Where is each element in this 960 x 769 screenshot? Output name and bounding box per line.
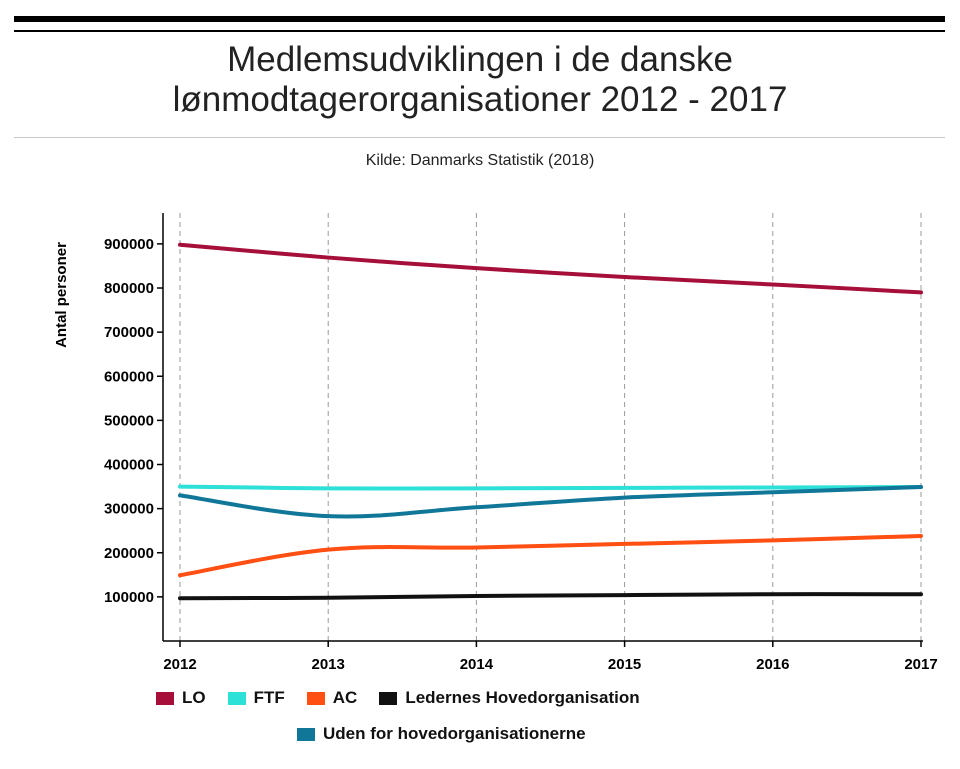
legend-swatch-ac <box>306 691 325 705</box>
header-rule-thin <box>14 30 945 32</box>
y-tick-label-500000: 500000 <box>104 412 154 429</box>
chart-title-line1: Medlemsudviklingen i de danske <box>227 40 733 79</box>
x-tick-label-2014: 2014 <box>460 656 494 673</box>
legend-label-ledernes-hovedorganisation: Ledernes Hovedorganisation <box>405 688 640 707</box>
y-tick-label-100000: 100000 <box>104 589 154 606</box>
legend-swatch-ftf <box>227 691 246 705</box>
x-tick-label-2015: 2015 <box>608 656 641 673</box>
grid-lines <box>179 213 922 641</box>
legend-item-ac[interactable]: AC <box>306 688 358 708</box>
chart-subtitle: Kilde: Danmarks Statistik (2018) <box>365 152 595 169</box>
series-line-ftf <box>178 484 923 491</box>
legend-swatch-lo <box>156 691 174 705</box>
legend-swatch-ledernes-hovedorganisation <box>379 691 398 705</box>
legend-row-1: LO FTF AC Ledernes Hovedorganisation <box>156 688 662 708</box>
x-tick-label-2017: 2017 <box>904 656 937 673</box>
legend-item-lo[interactable]: LO <box>156 688 206 708</box>
legend-swatch-uden-for-hovedorganisationerne <box>297 727 315 741</box>
y-tick-label-600000: 600000 <box>104 368 154 385</box>
legend-label-uden-for-hovedorganisationerne: Uden for hovedorganisationerne <box>323 724 586 743</box>
title-divider <box>14 137 945 138</box>
series-line-ac <box>178 533 923 578</box>
y-axis-label: Antal personer <box>53 242 70 348</box>
y-tick-label-300000: 300000 <box>104 501 154 518</box>
legend-label-lo: LO <box>182 688 206 707</box>
header-rule-thick <box>14 16 945 22</box>
y-tick-label-900000: 900000 <box>104 236 154 253</box>
axes <box>157 213 923 647</box>
legend-item-ledernes-hovedorganisation[interactable]: Ledernes Hovedorganisation <box>379 688 640 708</box>
x-tick-label-2013: 2013 <box>312 656 345 673</box>
legend-item-ftf[interactable]: FTF <box>227 688 285 708</box>
chart-title-line2: lønmodtagerorganisationer 2012 - 2017 <box>172 80 788 119</box>
series-line-uden-for-hovedorganisationerne <box>178 485 923 519</box>
legend-label-ac: AC <box>332 688 358 707</box>
x-tick-label-2016: 2016 <box>756 656 789 673</box>
chart-title: Medlemsudviklingen i de danske lønmodtag… <box>0 40 960 120</box>
y-tick-label-200000: 200000 <box>104 545 154 562</box>
series-line-lo <box>178 242 923 295</box>
y-tick-label-400000: 400000 <box>104 457 154 474</box>
series-lines <box>178 242 923 601</box>
series-line-ledernes-hovedorganisation <box>178 592 923 601</box>
legend-item-uden-for-hovedorganisationerne[interactable]: Uden for hovedorganisationerne <box>297 724 586 744</box>
y-tick-label-800000: 800000 <box>104 280 154 297</box>
legend-row-2: Uden for hovedorganisationerne <box>297 724 608 744</box>
tick-labels: 100000 200000 300000 400000 500000 600000 7000… <box>53 236 938 673</box>
legend-label-ftf: FTF <box>253 688 285 707</box>
y-tick-label-700000: 700000 <box>104 324 154 341</box>
x-tick-label-2012: 2012 <box>163 656 196 673</box>
